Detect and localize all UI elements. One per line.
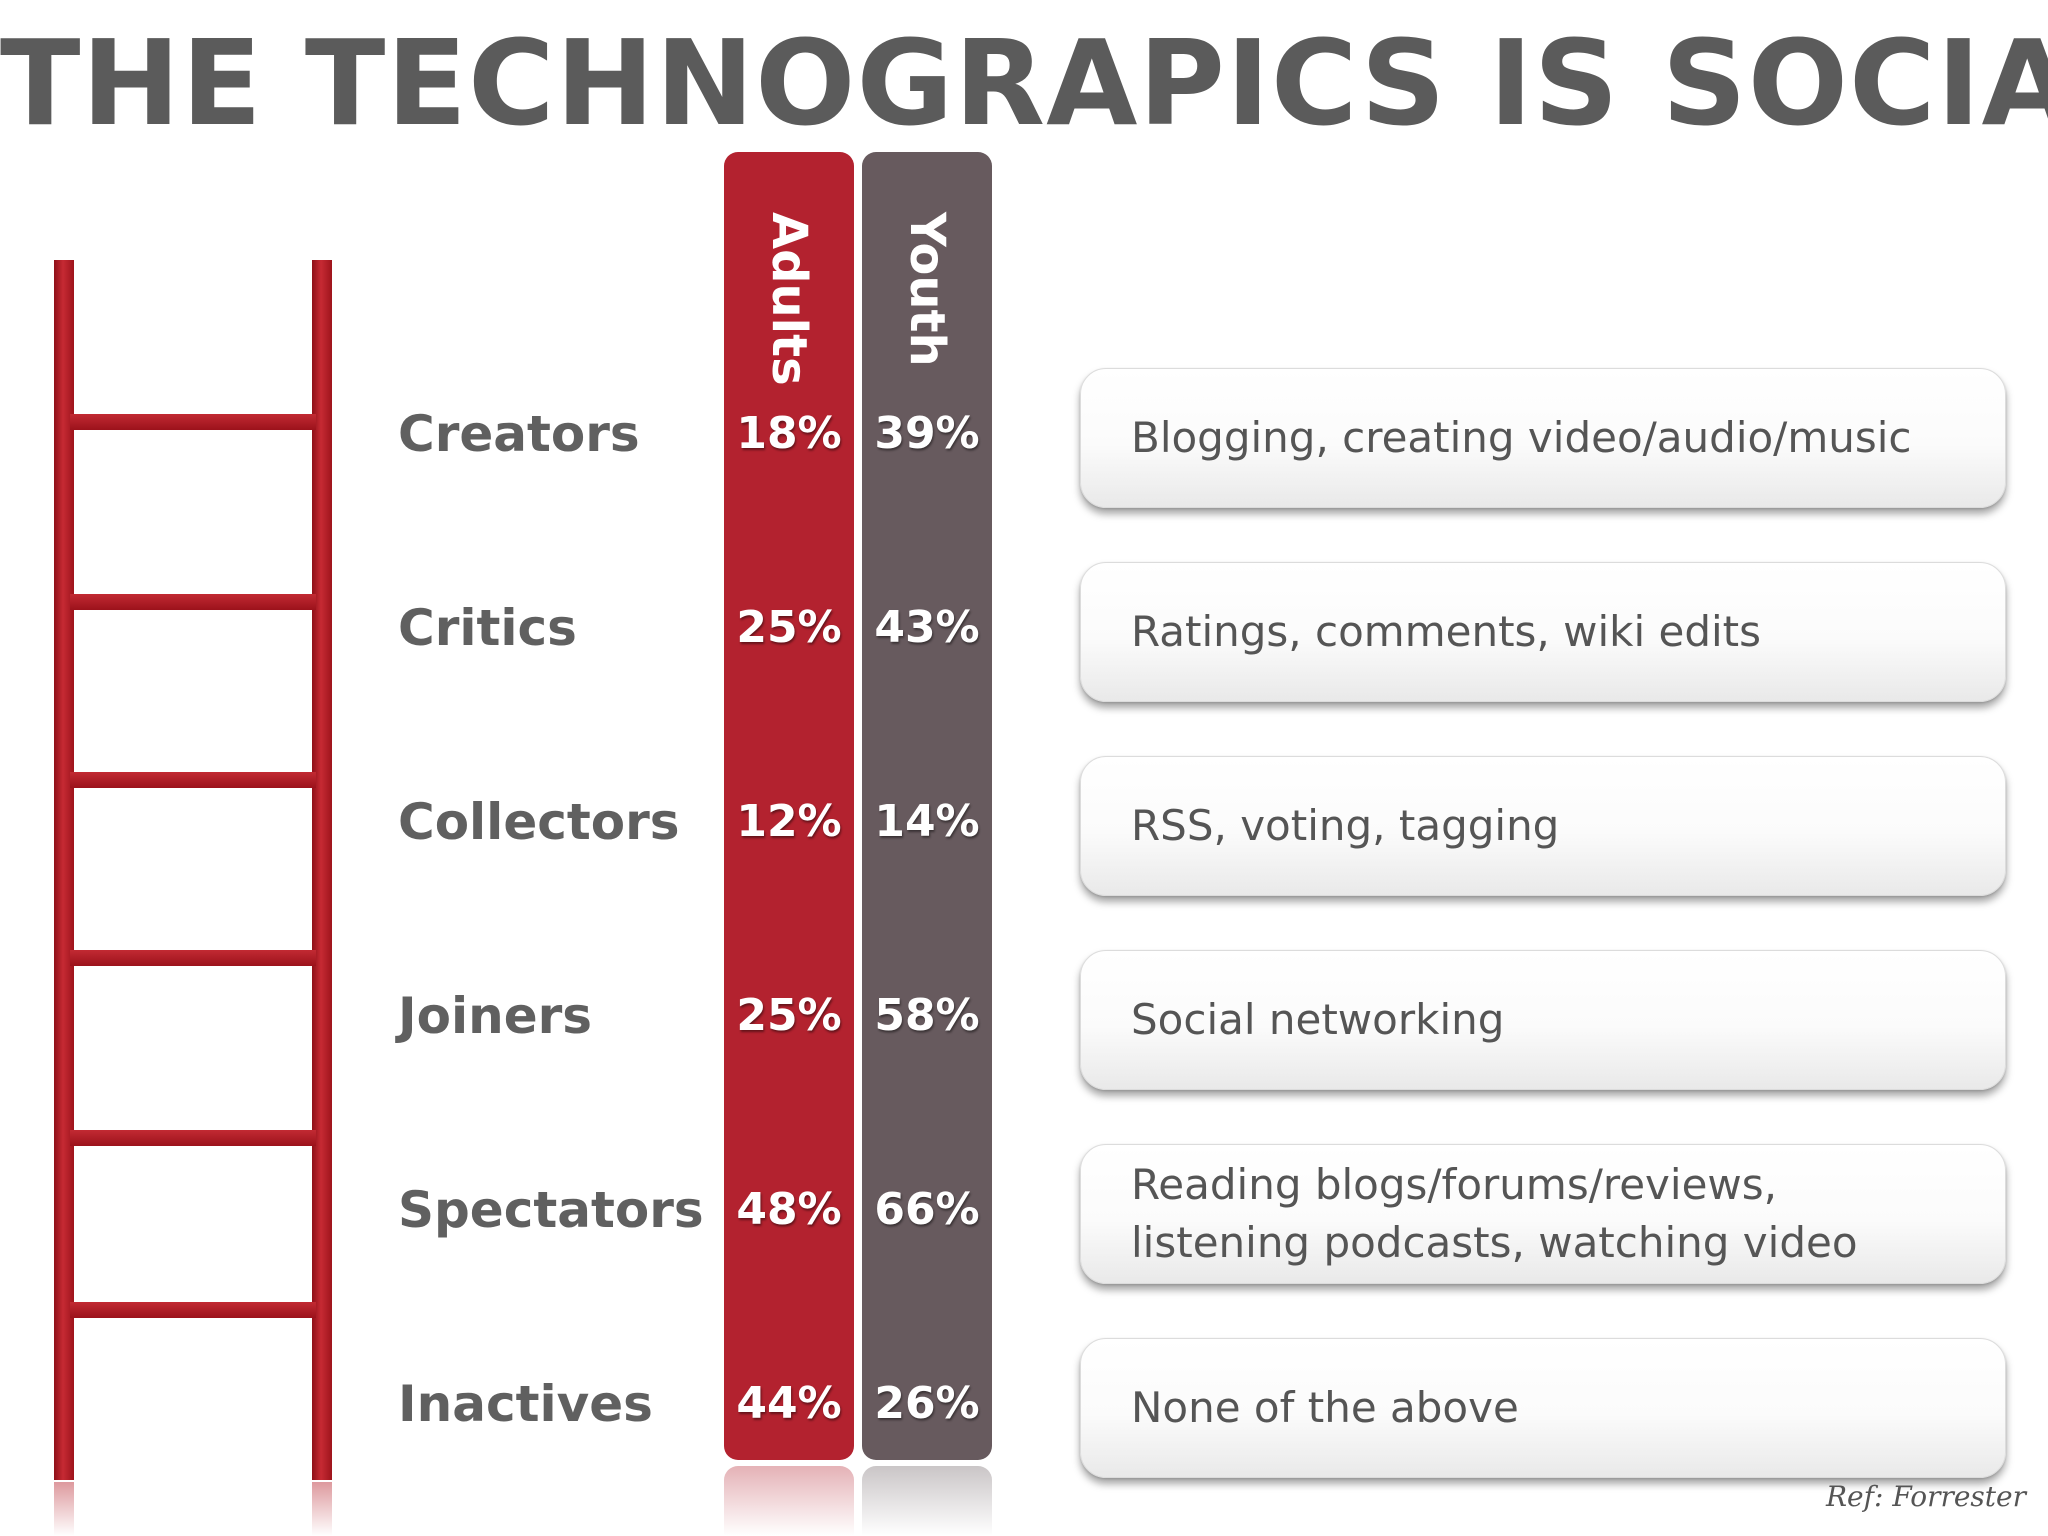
- ladder-rung: [70, 950, 316, 966]
- youth-pct-collectors: 14%: [874, 796, 980, 847]
- youth-column: Youth 39% 43% 14% 58% 66% 26%: [862, 152, 992, 1460]
- adults-column-header: Adults: [761, 212, 817, 386]
- youth-column-reflection: [862, 1466, 992, 1536]
- description-box-creators: Blogging, creating video/audio/music: [1080, 368, 2006, 508]
- youth-column-header: Youth: [899, 212, 955, 367]
- page-title: THE TECHNOGRAPICS IS SOCIAL: [0, 14, 2048, 152]
- ladder-rung: [70, 1302, 316, 1318]
- description-text: Social networking: [1131, 995, 1505, 1044]
- adults-column: Adults 18% 25% 12% 25% 48% 44%: [724, 152, 854, 1460]
- description-box-inactives: None of the above: [1080, 1338, 2006, 1478]
- adults-pct-spectators: 48%: [736, 1184, 842, 1235]
- description-box-joiners: Social networking: [1080, 950, 2006, 1090]
- adults-pct-critics: 25%: [736, 602, 842, 653]
- ladder-rung: [70, 414, 316, 430]
- ladder-rail-left: [54, 260, 74, 1480]
- adults-pct-inactives: 44%: [736, 1378, 842, 1429]
- description-box-collectors: RSS, voting, tagging: [1080, 756, 2006, 896]
- category-label-inactives: Inactives: [398, 1375, 653, 1433]
- category-label-collectors: Collectors: [398, 793, 680, 851]
- description-text: Blogging, creating video/audio/music: [1131, 413, 1912, 462]
- ladder-illustration: [50, 260, 340, 1536]
- category-label-critics: Critics: [398, 599, 577, 657]
- youth-pct-joiners: 58%: [874, 990, 980, 1041]
- ladder-reflection-left: [54, 1482, 74, 1536]
- description-text: RSS, voting, tagging: [1131, 801, 1560, 850]
- youth-pct-spectators: 66%: [874, 1184, 980, 1235]
- category-label-joiners: Joiners: [398, 987, 593, 1045]
- adults-pct-collectors: 12%: [736, 796, 842, 847]
- adults-pct-creators: 18%: [736, 408, 842, 459]
- description-text: None of the above: [1131, 1383, 1519, 1432]
- youth-pct-inactives: 26%: [874, 1378, 980, 1429]
- adults-column-reflection: [724, 1466, 854, 1536]
- youth-pct-critics: 43%: [874, 602, 980, 653]
- ladder-rung: [70, 594, 316, 610]
- ladder-reflection-right: [312, 1482, 332, 1536]
- category-label-creators: Creators: [398, 405, 640, 463]
- category-label-spectators: Spectators: [398, 1181, 704, 1239]
- description-box-critics: Ratings, comments, wiki edits: [1080, 562, 2006, 702]
- reference-note: Ref: Forrester: [1825, 1480, 2026, 1513]
- description-box-spectators: Reading blogs/forums/reviews, listening …: [1080, 1144, 2006, 1284]
- description-text: Reading blogs/forums/reviews, listening …: [1131, 1160, 1858, 1267]
- description-text: Ratings, comments, wiki edits: [1131, 607, 1761, 656]
- youth-pct-creators: 39%: [874, 408, 980, 459]
- ladder-rung: [70, 772, 316, 788]
- ladder-rail-right: [312, 260, 332, 1480]
- ladder-rung: [70, 1130, 316, 1146]
- adults-pct-joiners: 25%: [736, 990, 842, 1041]
